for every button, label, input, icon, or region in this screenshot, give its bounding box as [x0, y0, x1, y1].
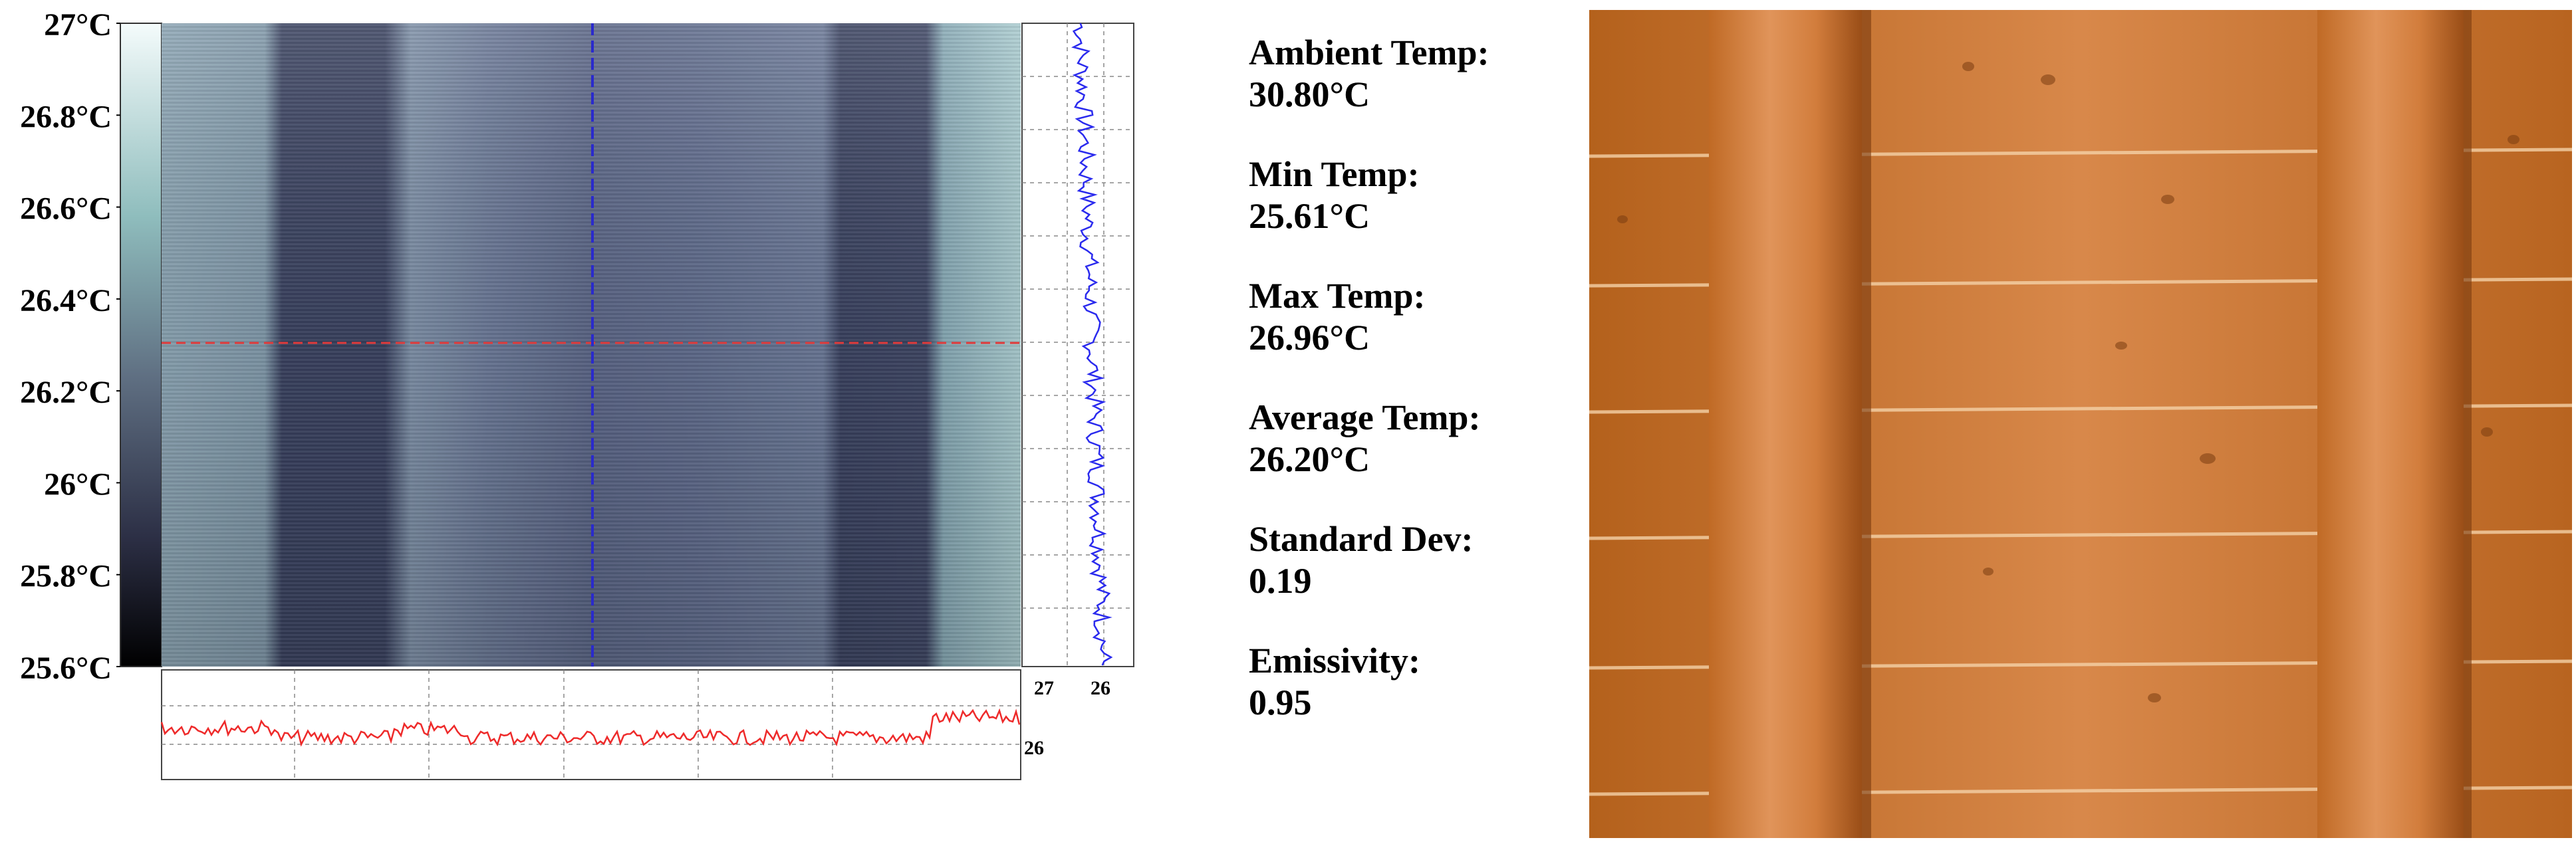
stat-min-temp: Min Temp: 25.61°C [1249, 154, 1728, 237]
colorbar-tick-label: 26°C [44, 467, 112, 502]
colorbar-tick-label: 26.4°C [20, 283, 112, 318]
stat-average-temp: Average Temp: 26.20°C [1249, 397, 1728, 480]
colorbar-tick-label: 26.6°C [20, 191, 112, 227]
stat-max-temp: Max Temp: 26.96°C [1249, 275, 1728, 359]
colorbar-tick-label: 26.8°C [20, 99, 112, 134]
stat-value: 0.19 [1249, 561, 1312, 601]
ceiling-beam-left [1709, 10, 1862, 838]
colorbar-tick-label: 25.6°C [20, 651, 112, 686]
bottom-profile-tick-26: 26 [1024, 737, 1044, 759]
stat-label: Ambient Temp: [1249, 33, 1489, 72]
stat-value: 26.96°C [1249, 318, 1370, 358]
stat-value: 26.20°C [1249, 439, 1370, 479]
colorbar-tick-label: 26.2°C [20, 375, 112, 410]
right-profile-tick-26: 26 [1091, 677, 1110, 699]
stat-label: Emissivity: [1249, 641, 1421, 681]
colorbar-tick-label: 25.8°C [20, 559, 112, 594]
stat-label: Min Temp: [1249, 154, 1420, 194]
stat-ambient-temp: Ambient Temp: 30.80°C [1249, 32, 1728, 116]
bottom-profile-panel: 26 [160, 669, 1044, 780]
colorbar [120, 23, 162, 667]
vertical-profile-curve [1071, 23, 1113, 666]
right-profile-tick-27: 27 [1034, 677, 1054, 699]
horizontal-profile-curve [160, 708, 1021, 747]
colorbar-tick-label: 27°C [44, 7, 112, 43]
stat-value: 30.80°C [1249, 74, 1370, 114]
stat-label: Max Temp: [1249, 276, 1426, 316]
right-profile-panel: 27 26 [1021, 23, 1134, 699]
stat-value: 25.61°C [1249, 196, 1370, 236]
ceiling-photo [1589, 10, 2573, 838]
stat-label: Average Temp: [1249, 397, 1481, 437]
stats-panel: Ambient Temp: 30.80°C Min Temp: 25.61°C … [1249, 32, 1728, 762]
stat-emissivity: Emissivity: 0.95 [1249, 640, 1728, 724]
stat-label: Standard Dev: [1249, 519, 1474, 559]
stat-value: 0.95 [1249, 683, 1312, 722]
stat-standard-dev: Standard Dev: 0.19 [1249, 518, 1728, 602]
ceiling-beam-right [2317, 10, 2464, 838]
